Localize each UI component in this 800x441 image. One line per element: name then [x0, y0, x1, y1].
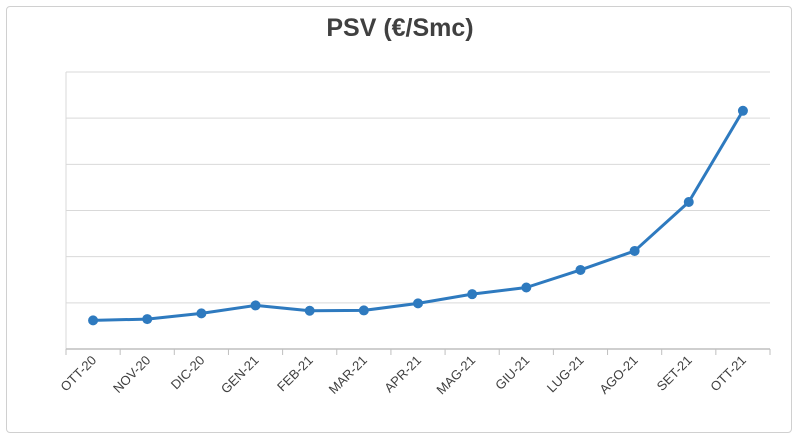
data-point-mag-21 — [467, 289, 478, 300]
x-tick-label: LUG-21 — [544, 353, 587, 396]
data-point-ott-20 — [88, 315, 99, 326]
x-tick-label: SET-21 — [654, 353, 695, 394]
series-layer — [88, 105, 748, 326]
chart-frame — [6, 6, 792, 433]
x-tick-label: NOV-20 — [110, 353, 153, 396]
x-tick-label: DIC-20 — [168, 353, 208, 393]
x-tick-label: APR-21 — [381, 353, 424, 396]
data-point-ott-21 — [737, 105, 748, 116]
x-tick-labels: OTT-20 NOV-20 DIC-20 GEN-21 FEB-21 MAR-21 APR-… — [57, 353, 749, 398]
data-point-ago-21 — [629, 245, 640, 256]
gridlines — [65, 71, 770, 349]
data-point-gen-21 — [250, 300, 261, 311]
data-point-lug-21 — [575, 264, 586, 275]
chart-title: PSV (€/Smc) — [326, 14, 474, 42]
x-tick-label: OTT-21 — [707, 353, 749, 395]
data-point-giu-21 — [521, 282, 532, 293]
data-point-set-21 — [683, 197, 694, 208]
x-tick-label: MAR-21 — [326, 353, 370, 397]
data-point-feb-21 — [304, 305, 315, 316]
data-point-dic-20 — [196, 308, 207, 319]
x-tick-label: GEN-21 — [218, 353, 262, 397]
x-tick-label: GIU-21 — [492, 353, 532, 393]
data-point-apr-21 — [413, 298, 423, 309]
data-point-nov-20 — [142, 314, 153, 325]
x-tick-label: AGO-21 — [596, 353, 640, 397]
x-tick-label: MAG-21 — [433, 353, 478, 398]
x-tick-label: OTT-20 — [57, 353, 99, 395]
series-line — [93, 110, 745, 322]
x-tick-label: FEB-21 — [274, 353, 316, 395]
axes — [65, 348, 771, 355]
data-point-mar-21 — [358, 305, 369, 316]
